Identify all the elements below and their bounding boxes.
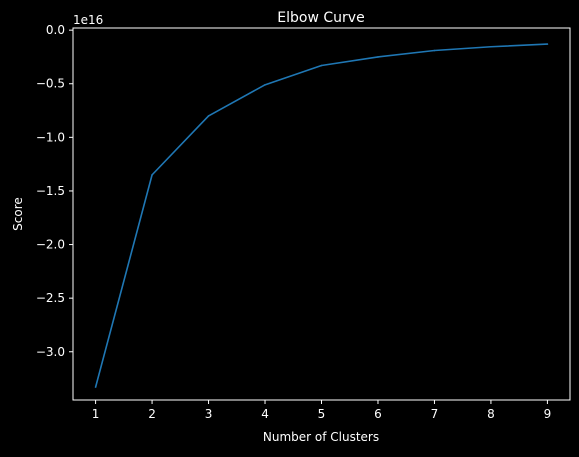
x-tick-label: 1 [92, 407, 100, 421]
data-point [264, 84, 266, 86]
x-tick-label: 2 [148, 407, 156, 421]
chart-title: Elbow Curve [277, 10, 364, 26]
data-point [377, 56, 379, 58]
y-tick-label: −3.0 [36, 345, 65, 359]
y-axis-ticks: 0.0 −0.5 −1.0 −1.5 −2.0 −2.5 −3.0 [36, 23, 73, 359]
x-tick-label: 4 [261, 407, 269, 421]
x-tick-label: 3 [205, 407, 213, 421]
data-point [151, 174, 153, 176]
data-point [94, 386, 97, 388]
x-axis-label: Number of Clusters [263, 430, 379, 444]
x-tick-label: 9 [544, 407, 552, 421]
x-tick-label: 5 [318, 407, 326, 421]
series-layer [94, 43, 549, 388]
y-tick-label: −1.0 [36, 130, 65, 144]
y-tick-label: −2.5 [36, 291, 65, 305]
x-tick-label: 7 [431, 407, 439, 421]
data-point [546, 43, 549, 45]
y-tick-label: −1.5 [36, 184, 65, 198]
data-point [207, 115, 210, 117]
y-tick-label: −0.5 [36, 77, 65, 91]
y-tick-label: 0.0 [46, 23, 65, 37]
x-tick-label: 6 [374, 407, 382, 421]
data-point [320, 64, 323, 67]
y-tick-label: −2.0 [36, 238, 65, 252]
y-axis-label: Score [11, 197, 25, 231]
y-axis-offset-label: 1e16 [73, 13, 103, 27]
data-point [490, 45, 492, 48]
data-point [433, 49, 436, 52]
x-tick-label: 8 [487, 407, 495, 421]
x-axis-ticks: 1 2 3 4 5 6 7 8 9 [92, 400, 551, 421]
